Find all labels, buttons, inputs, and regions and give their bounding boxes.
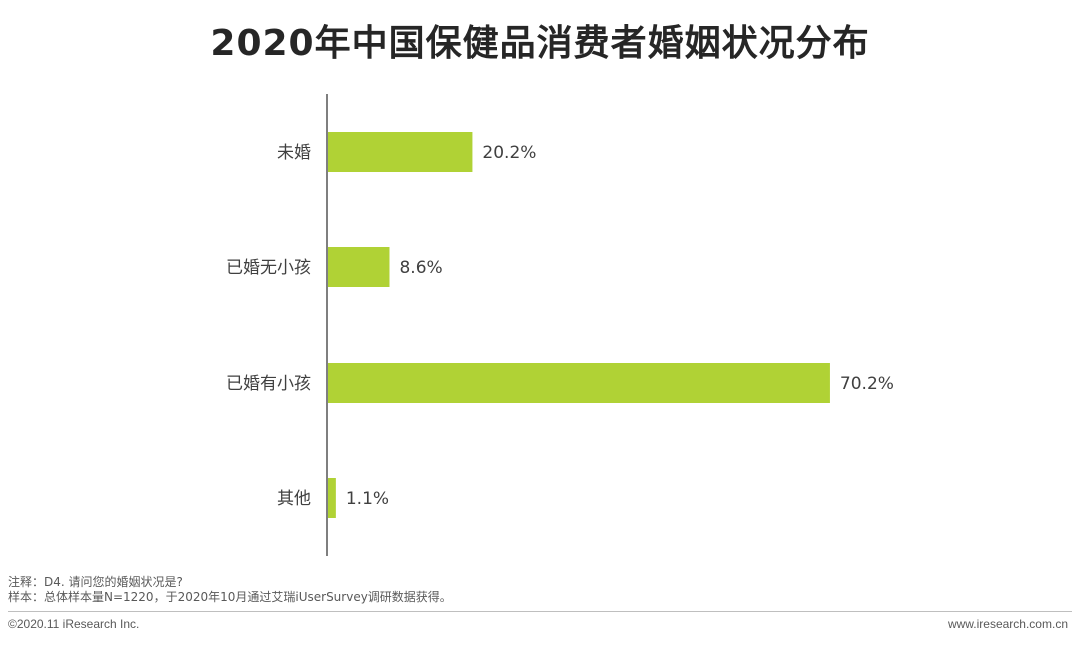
website-link[interactable]: www.iresearch.com.cn: [947, 617, 1068, 631]
data-label: 1.1%: [346, 489, 389, 509]
chart-title: 2020年中国保健品消费者婚姻状况分布: [210, 23, 870, 64]
category-label: 已婚有小孩: [226, 374, 311, 394]
copyright-text: ©2020.11 iResearch Inc.: [8, 617, 140, 631]
footer-divider: [8, 611, 1072, 612]
category-label: 其他: [277, 489, 311, 509]
bar: [328, 363, 830, 403]
question-note: 注释：D4. 请问您的婚姻状况是?: [8, 575, 183, 589]
sample-note: 样本：总体样本量N=1220，于2020年10月通过艾瑞iUserSurvey调…: [8, 590, 452, 604]
data-label: 20.2%: [482, 143, 536, 163]
bar: [328, 132, 473, 172]
chart-notes: 注释：D4. 请问您的婚姻状况是? 样本：总体样本量N=1220，于2020年1…: [8, 575, 452, 605]
data-label: 70.2%: [840, 374, 894, 394]
category-label: 已婚无小孩: [226, 258, 311, 278]
bar: [328, 247, 390, 287]
data-label: 8.6%: [399, 258, 442, 278]
bar-chart: 未婚 20.2% 已婚无小孩 8.6% 已婚有小孩 70.2% 其他 1.1%: [226, 94, 894, 556]
category-label: 未婚: [277, 143, 311, 163]
bar: [328, 478, 336, 518]
